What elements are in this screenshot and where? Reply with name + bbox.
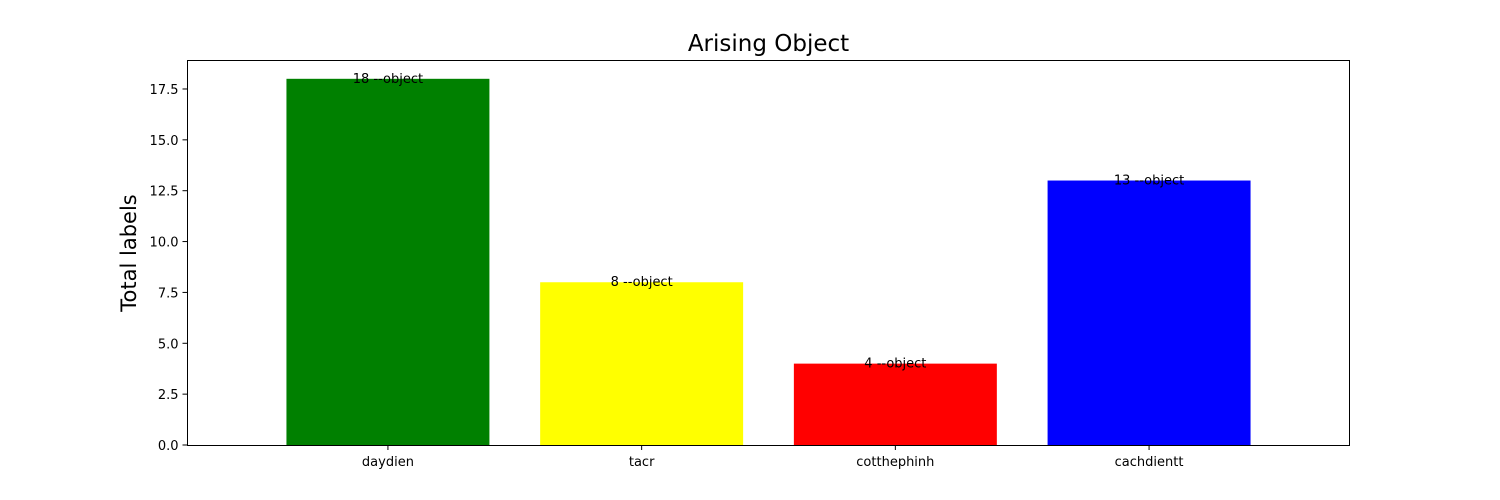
y-tick-label: 15.0 bbox=[150, 134, 179, 149]
bar-data-label: 13 --object bbox=[1114, 174, 1184, 189]
x-axis-ticks: daydien tacr cotthephinh cachdientt bbox=[362, 445, 1184, 470]
bar-cachdientt bbox=[1047, 180, 1251, 445]
y-axis-ticks: 0.0 2.5 5.0 7.5 10.0 12.5 15.0 17.5 bbox=[150, 83, 188, 454]
bar-data-label: 8 --object bbox=[611, 275, 673, 290]
y-tick-label: 7.5 bbox=[158, 286, 179, 301]
x-tick-label: cachdientt bbox=[1115, 455, 1184, 470]
bar-data-label: 18 --object bbox=[353, 72, 423, 87]
y-tick-label: 17.5 bbox=[150, 83, 179, 98]
bars-group bbox=[286, 78, 1251, 446]
x-tick-label: tacr bbox=[629, 455, 655, 470]
y-tick-label: 10.0 bbox=[150, 236, 179, 251]
y-tick-label: 0.0 bbox=[158, 439, 179, 454]
bar-cotthephinh bbox=[793, 363, 997, 445]
y-axis-label: Total labels bbox=[117, 194, 141, 312]
bar-daydien bbox=[286, 78, 490, 446]
bar-data-label: 4 --object bbox=[864, 357, 926, 372]
y-tick-label: 5.0 bbox=[158, 337, 179, 352]
y-tick-label: 12.5 bbox=[150, 185, 179, 200]
bar-tacr bbox=[540, 282, 744, 445]
x-tick-label: daydien bbox=[362, 455, 414, 470]
chart-title: Arising Object bbox=[688, 31, 849, 57]
bar-data-labels: 18 --object 8 --object 4 --object 13 --obje… bbox=[353, 72, 1184, 372]
plot-frame bbox=[187, 60, 1350, 446]
x-tick-label: cotthephinh bbox=[856, 455, 934, 470]
y-tick-label: 2.5 bbox=[158, 388, 179, 403]
